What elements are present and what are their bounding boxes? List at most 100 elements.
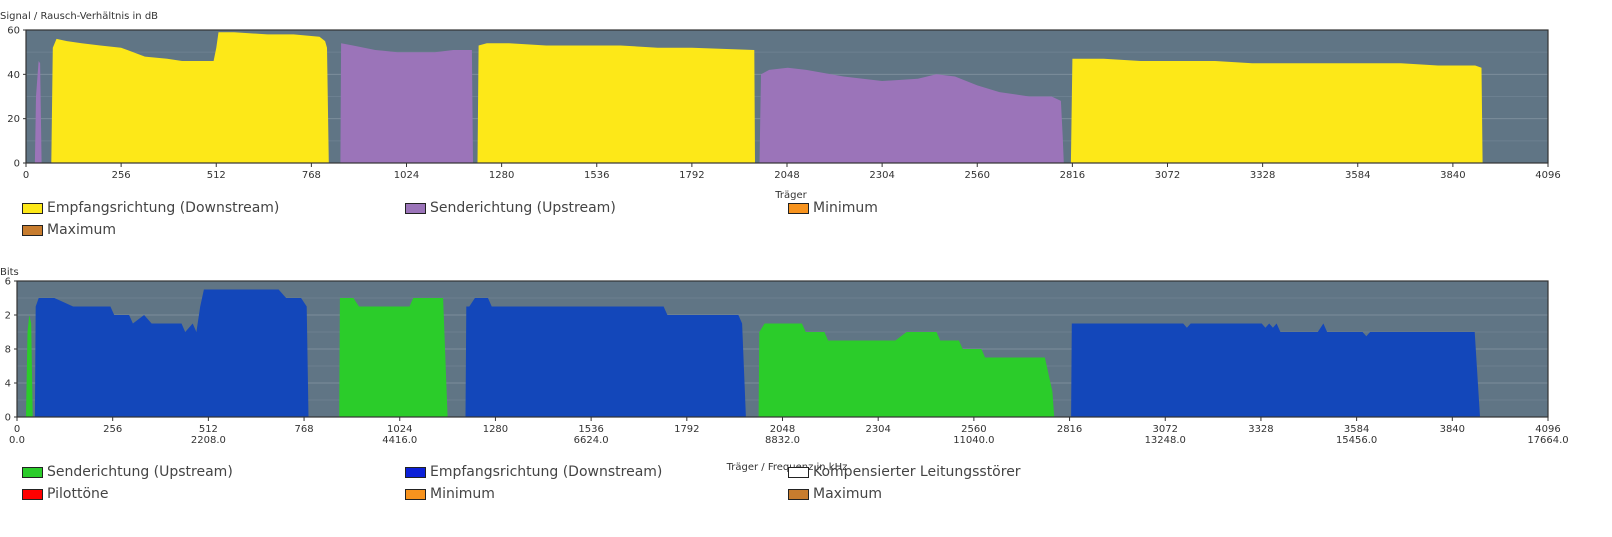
x-tick-label: 3072 [1153,424,1178,435]
series-area [26,315,33,417]
legend-swatch [22,466,43,478]
legend-swatch [405,466,426,478]
snr-series-areas [34,32,1483,164]
x-tick-label: 1536 [578,424,603,435]
x-tick-label: 3840 [1440,170,1465,181]
y-tick-label: 2 [5,311,11,322]
x-tick-label: 4096 [1535,424,1560,435]
bits-axes: 0 4 8 2 6 0 256 512 768 1024 1280 1536 1792 2048 2304 2… [5,277,1569,447]
x-tick-label: 512 [207,170,226,181]
x-tick-label: 0 [23,170,29,181]
legend-item[interactable]: Pilottöne [22,486,109,502]
x-tick-label: 3584 [1345,170,1370,181]
series-area [758,323,1055,417]
series-area [477,43,755,163]
y-tick-label: 8 [5,345,11,356]
legend-swatch [788,466,809,478]
x-tick-label: 2048 [774,170,799,181]
series-area [1071,323,1480,417]
snr-axes: 0 20 40 60 0 256 512 768 1024 1280 1536 1792 2048 230… [7,26,1560,182]
legend-item[interactable]: Maximum [22,222,116,238]
x-tick-label: 2304 [865,424,890,435]
series-area [1070,58,1483,163]
series-area [34,289,309,417]
x-tick-label: 4096 [1535,170,1560,181]
x-tick-khz-label: 11040.0 [953,435,994,446]
legend-swatch [788,202,809,214]
legend-item[interactable]: Senderichtung (Upstream) [22,464,233,480]
x-tick-label: 3840 [1440,424,1465,435]
x-tick-label: 1024 [387,424,412,435]
legend-swatch [405,488,426,500]
x-tick-khz-label: 0.0 [9,435,25,446]
legend-item[interactable]: Minimum [788,200,878,216]
y-tick-label: 40 [7,70,20,81]
legend-label: Empfangsrichtung (Downstream) [47,200,280,216]
legend-label: Minimum [813,200,878,216]
x-tick-label: 2304 [869,170,894,181]
x-tick-label: 1792 [674,424,699,435]
legend-item[interactable]: Senderichtung (Upstream) [405,200,616,216]
series-area [51,32,329,164]
series-area [340,43,473,163]
bits-x-axis-label: Träger / Frequenz in kHz [726,462,848,473]
bits-chart: Bits 0 4 8 2 6 0 256 512 768 1024 1280 1536 1792 2048… [0,267,1569,473]
series-area [759,67,1064,163]
x-tick-label: 3328 [1248,424,1273,435]
legend-item[interactable]: Minimum [405,486,495,502]
x-tick-label: 3328 [1250,170,1275,181]
legend-label: Senderichtung (Upstream) [430,200,616,216]
legend-label: Pilottöne [47,486,109,502]
legend-swatch [405,202,426,214]
legend-item[interactable]: Empfangsrichtung (Downstream) [22,200,279,216]
x-tick-label: 0 [14,424,20,435]
x-tick-label: 2560 [961,424,986,435]
legend-label: Maximum [813,486,882,502]
x-tick-label: 3072 [1155,170,1180,181]
legend-swatch [788,488,809,500]
x-tick-label: 768 [295,424,314,435]
y-tick-label: 0 [5,413,11,424]
x-tick-khz-label: 2208.0 [191,435,226,446]
x-tick-label: 2816 [1060,170,1085,181]
x-tick-label: 768 [302,170,321,181]
x-tick-label: 256 [103,424,122,435]
x-tick-khz-label: 15456.0 [1336,435,1377,446]
legend-item[interactable]: Empfangsrichtung (Downstream) [405,464,662,480]
snr-chart: Signal / Rausch-Verhältnis in dB 0 20 40 60… [0,11,1561,201]
legend-item[interactable]: Kompensierter Leitungsstörer [788,464,1021,480]
legend-item[interactable]: Maximum [788,486,882,502]
y-tick-label: 4 [5,379,11,390]
legend-label: Minimum [430,486,495,502]
x-tick-label: 2048 [770,424,795,435]
x-tick-khz-label: 13248.0 [1145,435,1186,446]
x-tick-label: 1280 [483,424,508,435]
x-tick-label: 256 [112,170,131,181]
x-tick-label: 1792 [679,170,704,181]
x-tick-label: 512 [199,424,218,435]
legend-label: Maximum [47,222,116,238]
bits-y-axis-label: Bits [0,267,19,278]
legend-label: Senderichtung (Upstream) [47,464,233,480]
bits-series-areas [26,289,1480,417]
x-tick-label: 3584 [1344,424,1369,435]
snr-y-axis-label: Signal / Rausch-Verhältnis in dB [0,11,158,22]
legend-swatch [22,202,43,214]
y-tick-label: 20 [7,114,20,125]
x-tick-label: 1280 [489,170,514,181]
y-tick-label: 6 [5,277,11,288]
x-tick-label: 2816 [1057,424,1082,435]
x-tick-label: 1024 [394,170,419,181]
x-tick-khz-label: 6624.0 [574,435,609,446]
y-tick-label: 0 [14,159,20,170]
x-tick-khz-label: 4416.0 [382,435,417,446]
y-tick-label: 60 [7,26,20,37]
legend-label: Empfangsrichtung (Downstream) [430,464,663,480]
x-tick-khz-label: 8832.0 [765,435,800,446]
snr-x-axis-label: Träger [774,190,807,201]
legend-swatch [22,488,43,500]
series-area [34,61,42,163]
series-area [465,298,746,417]
x-tick-khz-label: 17664.0 [1527,435,1568,446]
